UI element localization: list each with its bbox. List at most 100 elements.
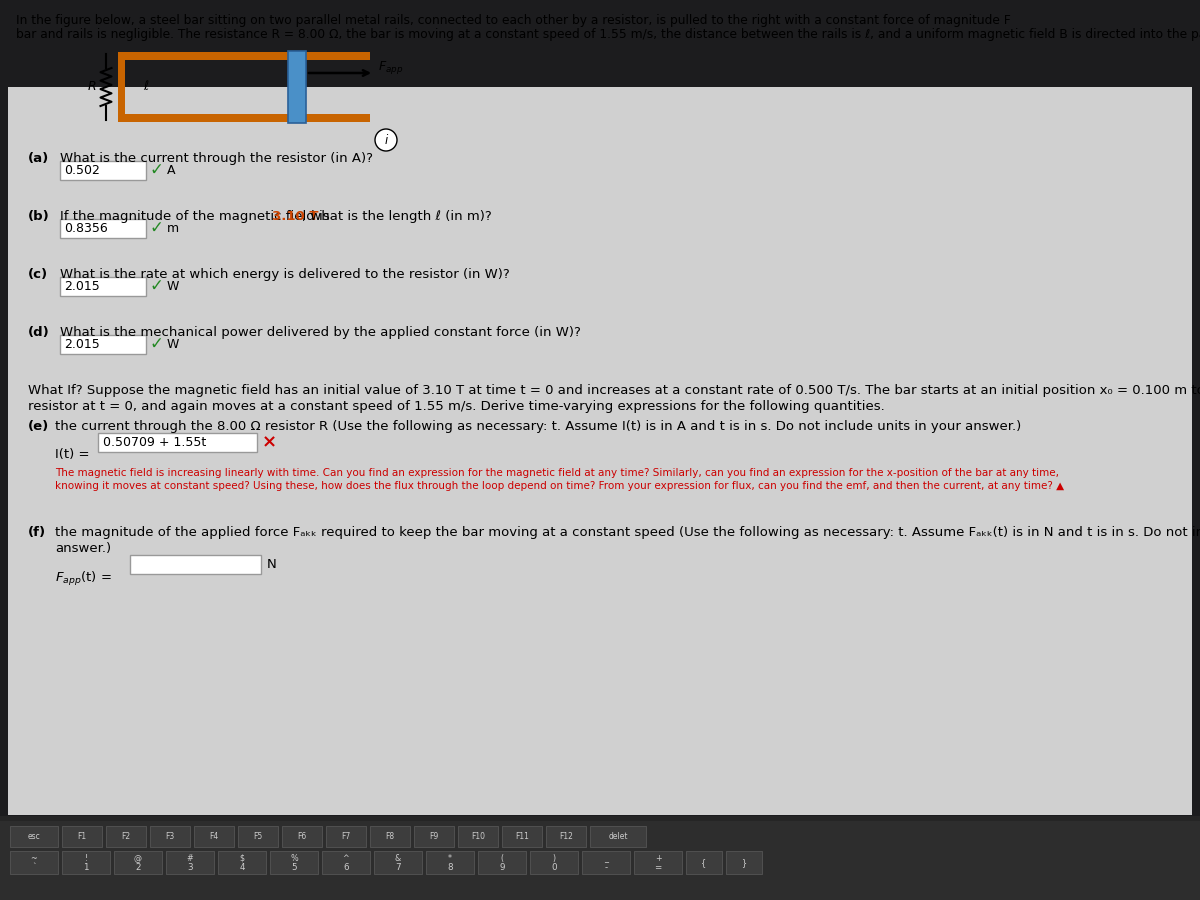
Text: (e): (e): [28, 420, 49, 433]
Text: (a): (a): [28, 152, 49, 165]
Text: In the figure below, a steel bar sitting on two parallel metal rails, connected : In the figure below, a steel bar sitting…: [16, 14, 1010, 27]
Text: (d): (d): [28, 326, 49, 339]
Text: (b): (b): [28, 210, 49, 223]
Text: (f): (f): [28, 526, 46, 539]
Text: ✓: ✓: [150, 277, 164, 295]
Text: the current through the 8.00 Ω resistor R (Use the following as necessary: t. As: the current through the 8.00 Ω resistor …: [55, 420, 1021, 433]
Bar: [282, 826, 322, 847]
Text: %: %: [290, 854, 298, 863]
Text: F5: F5: [253, 832, 263, 841]
Text: 3.10 T: 3.10 T: [272, 210, 319, 223]
Bar: [686, 851, 722, 874]
Text: bar and rails is negligible. The resistance R = 8.00 Ω, the bar is moving at a c: bar and rails is negligible. The resista…: [16, 28, 1200, 41]
Text: &: &: [395, 854, 401, 863]
Circle shape: [374, 129, 397, 151]
Bar: [634, 851, 682, 874]
Text: -: -: [605, 863, 607, 872]
Bar: [414, 826, 454, 847]
Bar: [288, 51, 306, 123]
Bar: [118, 52, 370, 60]
Bar: [590, 826, 646, 847]
Text: 5: 5: [292, 863, 296, 872]
Text: 0: 0: [551, 863, 557, 872]
Text: delet: delet: [608, 832, 628, 841]
Text: !: !: [84, 854, 88, 863]
Text: F8: F8: [385, 832, 395, 841]
Text: m: m: [167, 221, 179, 235]
Text: F1: F1: [78, 832, 86, 841]
Bar: [118, 52, 125, 122]
Text: $F_{app}$(t) =: $F_{app}$(t) =: [55, 570, 112, 588]
Text: +: +: [655, 854, 661, 863]
Text: 1: 1: [83, 863, 89, 872]
Bar: [530, 851, 578, 874]
Text: 7: 7: [395, 863, 401, 872]
Text: 9: 9: [499, 863, 505, 872]
Text: R: R: [88, 80, 96, 94]
Bar: [114, 851, 162, 874]
Text: W: W: [167, 338, 179, 350]
Text: $F_{app}$: $F_{app}$: [378, 59, 403, 76]
Text: @: @: [134, 854, 142, 863]
Text: knowing it moves at constant speed? Using these, how does the flux through the l: knowing it moves at constant speed? Usin…: [55, 481, 1064, 491]
Text: F6: F6: [298, 832, 307, 841]
Text: ✓: ✓: [150, 335, 164, 353]
Text: (: (: [500, 854, 504, 863]
Text: , what is the length ℓ (in m)?: , what is the length ℓ (in m)?: [302, 210, 492, 223]
Bar: [218, 851, 266, 874]
Text: W: W: [167, 280, 179, 292]
Text: 6: 6: [343, 863, 349, 872]
Text: What is the rate at which energy is delivered to the resistor (in W)?: What is the rate at which energy is deli…: [60, 268, 510, 281]
Text: {: {: [702, 858, 707, 867]
Text: I(t) =: I(t) =: [55, 448, 90, 461]
Bar: [270, 851, 318, 874]
Bar: [502, 826, 542, 847]
Text: F4: F4: [209, 832, 218, 841]
Text: F11: F11: [515, 832, 529, 841]
Text: $: $: [240, 854, 245, 863]
Text: What is the mechanical power delivered by the applied constant force (in W)?: What is the mechanical power delivered b…: [60, 326, 581, 339]
Bar: [118, 114, 370, 122]
Bar: [326, 826, 366, 847]
Bar: [194, 826, 234, 847]
FancyBboxPatch shape: [60, 335, 145, 354]
FancyBboxPatch shape: [60, 276, 145, 295]
Text: 0.50709 + 1.55t: 0.50709 + 1.55t: [103, 436, 206, 448]
Bar: [370, 826, 410, 847]
Text: esc: esc: [28, 832, 41, 841]
Text: F2: F2: [121, 832, 131, 841]
Bar: [374, 851, 422, 874]
Text: resistor at t = 0, and again moves at a constant speed of 1.55 m/s. Derive time-: resistor at t = 0, and again moves at a …: [28, 400, 884, 413]
Bar: [106, 826, 146, 847]
Bar: [10, 826, 58, 847]
Bar: [458, 826, 498, 847]
Bar: [238, 826, 278, 847]
Text: 0.502: 0.502: [64, 164, 100, 176]
Bar: [10, 851, 58, 874]
Text: _: _: [604, 854, 608, 863]
Text: ~: ~: [31, 854, 37, 863]
FancyBboxPatch shape: [130, 554, 260, 573]
Text: A: A: [167, 164, 175, 176]
Text: 3: 3: [187, 863, 193, 872]
Text: i: i: [384, 133, 388, 147]
Text: F12: F12: [559, 832, 572, 841]
Text: ✓: ✓: [150, 161, 164, 179]
Text: ): ): [552, 854, 556, 863]
Text: ^: ^: [343, 854, 349, 863]
Text: }: }: [742, 858, 746, 867]
Bar: [150, 826, 190, 847]
Text: 4: 4: [239, 863, 245, 872]
Bar: [8, 87, 1192, 815]
Text: the magnitude of the applied force Fₐₖₖ required to keep the bar moving at a con: the magnitude of the applied force Fₐₖₖ …: [55, 526, 1200, 539]
Text: *: *: [448, 854, 452, 863]
Bar: [62, 826, 102, 847]
Text: The magnetic field is increasing linearly with time. Can you find an expression : The magnetic field is increasing linearl…: [55, 468, 1060, 478]
Text: 2: 2: [136, 863, 140, 872]
Text: F3: F3: [166, 832, 175, 841]
Text: F10: F10: [470, 832, 485, 841]
Bar: [478, 851, 526, 874]
FancyBboxPatch shape: [60, 160, 145, 179]
Text: 8: 8: [448, 863, 452, 872]
Bar: [582, 851, 630, 874]
